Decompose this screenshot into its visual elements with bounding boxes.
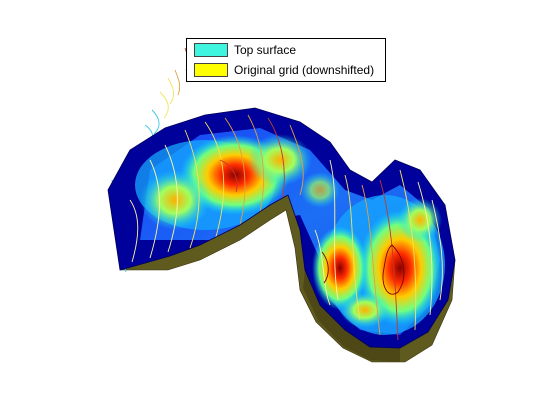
- legend-entry-original-grid: Original grid (downshifted): [194, 61, 374, 79]
- legend-label-original-grid: Original grid (downshifted): [234, 63, 375, 77]
- surface-contours: [129, 114, 443, 341]
- legend-label-top-surface: Top surface: [234, 43, 297, 57]
- legend-entry-top-surface: Top surface: [194, 41, 296, 59]
- top-surface: [108, 108, 455, 348]
- legend-swatch-original-grid: [194, 63, 228, 77]
- legend-swatch-top-surface: [194, 43, 228, 57]
- legend: Top surface Original grid (downshifted): [186, 38, 386, 82]
